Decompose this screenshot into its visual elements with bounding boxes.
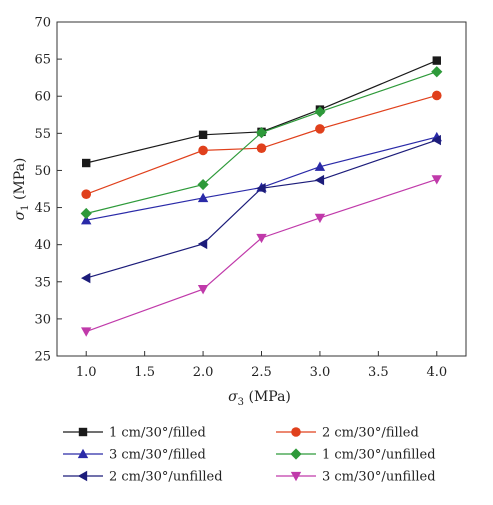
legend-item: 2 cm/30°/unfilled (63, 470, 223, 485)
y-tick-label: 45 (34, 201, 51, 216)
legend-marker (78, 427, 88, 437)
data-point (431, 90, 442, 101)
data-point (255, 126, 268, 139)
data-point (198, 130, 208, 140)
y-tick-label: 60 (34, 90, 51, 105)
legend-label: 2 cm/30°/unfilled (109, 470, 223, 485)
legend-item: 1 cm/30°/filled (63, 426, 206, 441)
y-tick-label: 55 (34, 127, 51, 142)
data-point (256, 143, 267, 153)
legend-label: 3 cm/30°/unfilled (322, 470, 436, 485)
data-point (256, 233, 267, 244)
legend-marker (77, 470, 88, 482)
data-point (81, 327, 92, 337)
legend-marker (290, 471, 302, 482)
y-axis-subscript: 1 (20, 204, 31, 210)
series-line (86, 71, 437, 215)
legend-label: 3 cm/30°/filled (109, 448, 206, 463)
legend-item: 3 cm/30°/filled (63, 448, 206, 463)
x-tick-label: 4.0 (426, 365, 447, 380)
legend: 1 cm/30°/filled 2 cm/30°/filled 3 cm/30°/f… (63, 426, 436, 485)
y-axis-symbol: σ (12, 210, 28, 220)
y-axis-title: σ1 (MPa) (12, 158, 31, 221)
data-point (431, 134, 441, 146)
data-point (81, 272, 91, 284)
legend-item: 1 cm/30°/unfilled (276, 448, 436, 463)
series-5 (81, 134, 441, 284)
data-point (197, 178, 209, 191)
x-axis-title: σ3 (MPa) (228, 389, 291, 408)
x-axis-unit: (MPa) (244, 389, 291, 405)
legend-label: 1 cm/30°/filled (109, 426, 206, 441)
data-point (81, 189, 92, 199)
data-point (432, 56, 441, 65)
x-axis-subscript: 3 (238, 397, 244, 408)
data-point (198, 145, 208, 156)
axes: 1.0 1.5 2.0 2.5 3.0 3.5 4.0 25 30 35 40 45 50 55 60 65 7… (12, 16, 467, 408)
y-tick-label: 50 (34, 164, 51, 179)
y-tick-label: 30 (34, 312, 51, 327)
series-line (86, 178, 437, 333)
y-axis-unit: (MPa) (12, 158, 28, 205)
data-point (82, 158, 91, 168)
series-4 (80, 66, 443, 220)
data-point (80, 207, 92, 220)
series-line (86, 139, 437, 279)
data-point (431, 66, 443, 78)
x-tick-label: 1.0 (76, 365, 97, 380)
data-point (197, 238, 208, 250)
y-tick-label: 40 (34, 238, 51, 253)
y-tick-label: 35 (34, 275, 51, 290)
x-axis-symbol: σ (228, 389, 238, 405)
data-point (314, 106, 326, 118)
legend-label: 2 cm/30°/filled (322, 426, 419, 441)
legend-marker (291, 427, 301, 437)
data-point (314, 161, 326, 171)
y-tick-label: 70 (34, 16, 51, 31)
series-group (80, 56, 443, 337)
data-point (431, 175, 442, 185)
y-tick-label: 25 (34, 350, 51, 365)
data-point (315, 124, 325, 134)
data-point (197, 285, 209, 295)
x-tick-label: 3.5 (368, 365, 389, 380)
x-tick-label: 3.0 (310, 365, 331, 380)
series-6 (81, 175, 442, 337)
x-tick-label: 1.5 (134, 365, 155, 380)
x-tick-label: 2.0 (193, 365, 214, 380)
legend-label: 1 cm/30°/unfilled (322, 448, 436, 463)
series-2 (81, 90, 442, 199)
legend-marker (77, 448, 89, 459)
data-point (81, 214, 92, 225)
data-point (314, 213, 326, 224)
legend-item: 3 cm/30°/unfilled (276, 470, 436, 485)
legend-item: 2 cm/30°/filled (276, 426, 419, 441)
data-point (197, 192, 209, 203)
x-tick-label: 2.5 (251, 365, 272, 380)
y-tick-label: 65 (34, 53, 51, 68)
data-point (314, 174, 325, 186)
data-point (256, 183, 266, 194)
legend-marker (290, 448, 302, 460)
